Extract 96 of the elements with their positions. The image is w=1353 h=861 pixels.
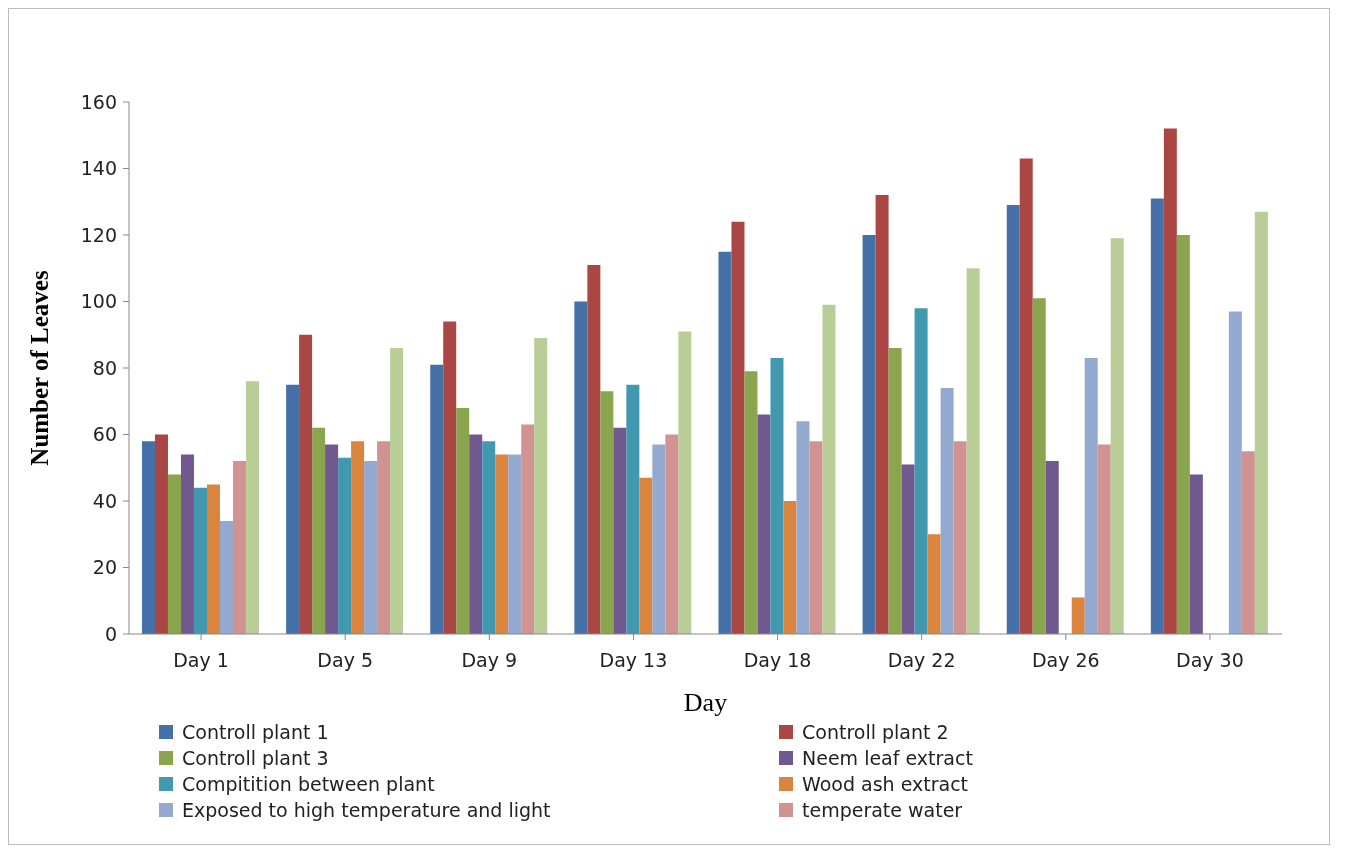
y-tick-label: 80 <box>92 356 117 379</box>
bar <box>953 441 967 634</box>
bar <box>193 487 207 634</box>
y-tick-label: 20 <box>92 556 117 579</box>
bar <box>1241 451 1255 634</box>
bar <box>678 331 692 634</box>
bar <box>206 484 220 634</box>
bar <box>1110 238 1124 634</box>
bar <box>456 407 470 634</box>
bar <box>1150 198 1164 634</box>
bar <box>141 441 155 634</box>
y-tick-label: 160 <box>80 90 117 113</box>
bar <box>351 441 365 634</box>
y-tick-label: 60 <box>92 423 117 446</box>
bar <box>1032 298 1046 634</box>
x-tick-label: Day 30 <box>1176 649 1244 672</box>
bar <box>731 221 745 634</box>
bar <box>914 308 928 634</box>
x-axis-title: Day <box>683 688 728 717</box>
y-tick-label: 0 <box>104 622 117 645</box>
bar <box>1019 158 1033 634</box>
bar <box>167 474 181 634</box>
bar <box>508 454 522 634</box>
legend-label: Compitition between plant <box>182 773 435 795</box>
bar <box>443 321 457 634</box>
bar <box>1071 597 1085 634</box>
bar <box>1006 205 1020 634</box>
bar <box>482 441 496 634</box>
bar <box>757 414 771 634</box>
legend-label: Controll plant 3 <box>182 747 329 769</box>
x-tick-label: Day 22 <box>887 649 956 672</box>
bar <box>312 427 326 634</box>
bar <box>639 477 653 634</box>
bar <box>783 501 797 634</box>
y-axis-title: Number of Leaves <box>25 270 53 466</box>
bar <box>286 384 300 634</box>
bar <box>770 358 784 634</box>
bar <box>875 195 889 634</box>
bar <box>390 348 404 634</box>
bar <box>613 427 627 634</box>
bar <box>796 421 810 634</box>
bar <box>574 301 588 634</box>
bar <box>652 444 666 634</box>
bar <box>534 338 548 634</box>
bar <box>1176 235 1190 634</box>
y-tick-label: 100 <box>80 290 117 313</box>
bar <box>966 268 980 634</box>
bar <box>1045 461 1059 634</box>
bar <box>901 464 915 634</box>
bar <box>219 520 233 634</box>
bar <box>940 387 954 634</box>
bar <box>744 371 758 634</box>
y-tick-label: 140 <box>80 157 117 180</box>
bar <box>299 334 313 634</box>
bar <box>154 434 168 634</box>
x-tick-label: Day 1 <box>173 649 229 672</box>
legend-label: Neem leaf extract <box>802 747 973 769</box>
legend-label: Exposed to high temperature and light <box>182 799 551 821</box>
bar <box>809 441 823 634</box>
bar <box>1189 474 1203 634</box>
bar <box>377 441 391 634</box>
bar <box>600 391 614 634</box>
bar <box>587 264 601 634</box>
bar <box>180 454 194 634</box>
legend-label: Controll plant 1 <box>182 721 329 743</box>
bar <box>1084 358 1098 634</box>
bar <box>364 461 378 634</box>
bar <box>927 534 941 634</box>
x-tick-label: Day 13 <box>599 649 668 672</box>
bar <box>1228 311 1242 634</box>
bar <box>888 348 902 634</box>
x-tick-label: Day 18 <box>743 649 812 672</box>
legend-label: Wood ash extract <box>802 773 969 795</box>
bar <box>626 384 640 634</box>
x-tick-label: Day 5 <box>317 649 374 672</box>
bar <box>718 251 732 634</box>
bar <box>1163 128 1177 634</box>
bar <box>245 381 259 634</box>
legend-label: temperate water <box>802 799 963 821</box>
x-tick-label: Day 26 <box>1031 649 1100 672</box>
bar <box>862 235 876 634</box>
x-tick-label: Day 9 <box>461 649 518 672</box>
bar <box>665 434 679 634</box>
bar <box>495 454 509 634</box>
bar <box>325 444 339 634</box>
y-tick-label: 120 <box>80 223 117 246</box>
bar <box>232 461 246 634</box>
bar <box>338 457 352 634</box>
bar <box>430 364 444 634</box>
bar <box>469 434 483 634</box>
bar <box>521 424 535 634</box>
bar <box>1097 444 1111 634</box>
bar <box>822 304 836 634</box>
legend-label: Controll plant 2 <box>802 721 949 743</box>
bar <box>1254 211 1268 634</box>
y-tick-label: 40 <box>92 489 117 512</box>
